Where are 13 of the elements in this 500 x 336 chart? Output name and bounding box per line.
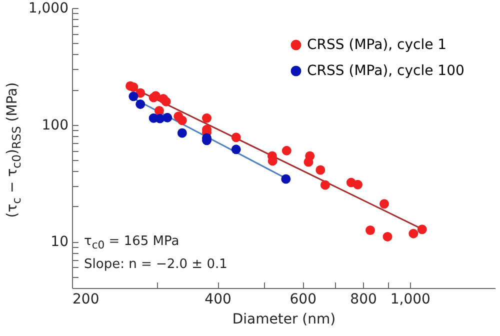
annotation: τ$_{c0}$ = 165 MPa xyxy=(84,234,180,252)
y-tick-label: 10 xyxy=(50,234,68,250)
x-tick-label: 800 xyxy=(350,292,377,308)
legend-label: CRSS (MPa), cycle 100 xyxy=(307,63,464,79)
x-tick-label: 200 xyxy=(72,292,100,308)
annotation: Slope: n = −2.0 ± 0.1 xyxy=(84,257,228,272)
y-tick-label: 1,000 xyxy=(28,0,68,16)
legend-label: CRSS (MPa), cycle 1 xyxy=(307,37,447,53)
y-tick-label: 100 xyxy=(42,117,68,134)
x-tick-label: 400 xyxy=(204,292,232,308)
x-tick-label: 1,000 xyxy=(390,292,430,308)
x-axis-title: Diameter (nm) xyxy=(232,312,336,328)
x-tick-label: 600 xyxy=(290,292,317,308)
